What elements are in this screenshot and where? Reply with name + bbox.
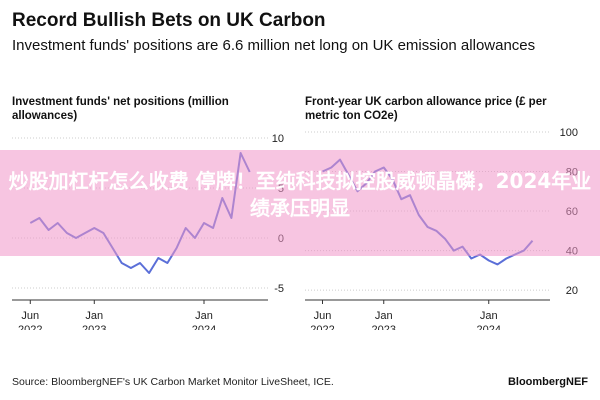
right-chart-y-tick-label: 100 [560, 127, 578, 139]
overlay-banner [0, 150, 600, 256]
left-chart-y-tick-label: -5 [274, 283, 284, 295]
left-chart-x-tick-label-month: Jun [21, 310, 39, 322]
right-chart-x-tick-label-year: 2024 [477, 324, 501, 330]
chart-subtitle: Investment funds' positions are 6.6 mill… [12, 37, 536, 54]
left-chart-x-tick-label-month: Jan [85, 310, 103, 322]
right-chart-y-tick-label: 20 [566, 285, 578, 297]
brand-logo: BloombergNEF [507, 376, 588, 388]
left-chart-y-tick-label: 10 [272, 133, 284, 145]
right-chart-x-tick-label-month: Jan [480, 310, 498, 322]
right-chart-x-tick-label-year: 2023 [372, 324, 396, 330]
left-chart-x-tick-label-year: 2024 [192, 324, 216, 330]
left-chart-x-tick-label-year: 2022 [18, 324, 42, 330]
chart-title: Record Bullish Bets on UK Carbon [12, 10, 326, 31]
source-note: Source: BloombergNEF's UK Carbon Market … [12, 376, 334, 388]
right-panel-title: Front-year UK carbon allowance price (£ … [305, 96, 547, 122]
overlay-banner-text: 炒股加杠杆怎么收费 停牌！至纯科技拟控股威顿晶磷，2024年业绩承压明显 [8, 169, 592, 220]
left-chart-x-tick-label-year: 2023 [82, 324, 106, 330]
left-chart-x-tick-label-month: Jan [195, 310, 213, 322]
right-chart-x-tick-label-month: Jan [375, 310, 393, 322]
right-chart-x-tick-label-year: 2022 [310, 324, 334, 330]
right-chart-x-tick-label-month: Jun [314, 310, 332, 322]
left-panel-title: Investment funds' net positions (million… [12, 96, 229, 122]
